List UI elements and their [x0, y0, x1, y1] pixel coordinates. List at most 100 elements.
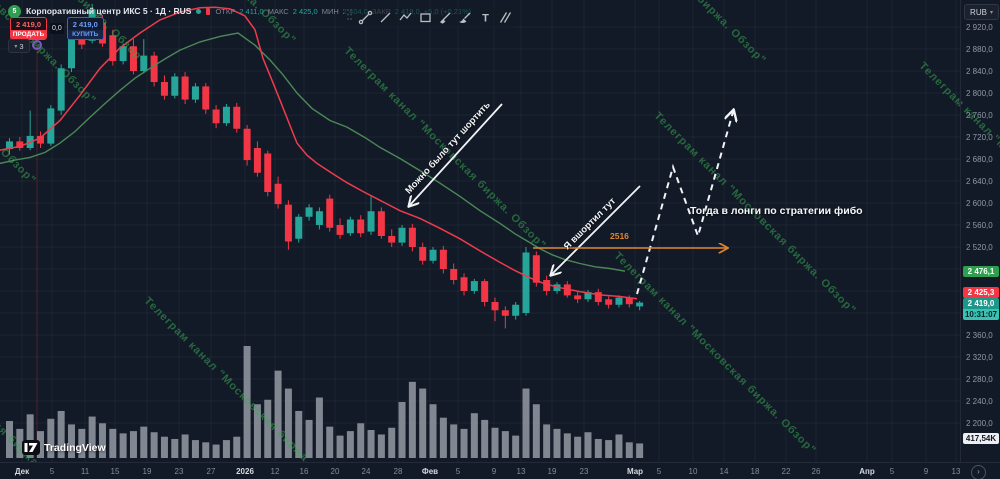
rectangle-tool-icon[interactable] — [417, 9, 433, 25]
candle-body — [336, 225, 344, 235]
price-tick-label: 2 600,0 — [966, 198, 993, 208]
high-label: МАКС — [267, 6, 289, 16]
volume-bar — [284, 388, 292, 458]
time-tick-label: 9 — [923, 467, 929, 476]
ma-green-price-badge: 2 476,1 — [963, 266, 999, 277]
chevron-down-icon: ▾ — [14, 43, 18, 50]
candle-body — [326, 198, 334, 228]
volume-bar — [408, 381, 416, 458]
volume-bar — [346, 431, 354, 458]
candle-body — [615, 297, 623, 305]
indicators-collapse-pill[interactable]: ▾ 3 — [8, 39, 30, 53]
fibo-level-price-label: 2516 — [610, 231, 629, 241]
buy-price: 2 419,0 — [72, 19, 98, 29]
ma-fast-red-line — [0, 6, 638, 300]
time-tick-label: 9 — [491, 467, 497, 476]
price-tick-label: 2 760,0 — [966, 110, 993, 120]
pen-tool-icon[interactable] — [437, 9, 453, 25]
moving-averages-layer — [0, 6, 638, 300]
volume-bar — [532, 404, 540, 458]
parallel-channel-tool-icon[interactable] — [497, 9, 513, 25]
candle-body — [36, 135, 44, 144]
trend-line-tool-icon[interactable] — [357, 9, 373, 25]
volume-value-badge: 417,54K — [963, 433, 999, 444]
polyline-tool-icon[interactable] — [397, 9, 413, 25]
time-tick-label: 5 — [889, 467, 895, 476]
volume-bar — [501, 431, 509, 458]
sell-button[interactable]: 2 419,0 ПРОДАТЬ — [10, 17, 47, 40]
time-tick-label: 20 — [330, 467, 340, 476]
volume-bar — [460, 428, 468, 458]
candle-body — [563, 284, 571, 296]
text-tool-icon[interactable]: T — [477, 9, 493, 25]
time-tick-label: 5 — [455, 467, 461, 476]
volume-bar — [398, 402, 406, 458]
indicator-bullet-icon[interactable] — [32, 40, 42, 50]
time-tick-label: Апр — [859, 467, 875, 476]
open-value: 2 411,0 — [239, 6, 264, 16]
price-axis[interactable]: RUB ▾ 2 920,0 2 880,0 2 840,0 2 800,0 2 760,… — [960, 0, 1000, 462]
candle-body — [222, 106, 230, 124]
candle-body — [605, 299, 613, 305]
candle-body — [388, 236, 396, 243]
time-tick-label: 24 — [361, 467, 371, 476]
candle-body — [181, 76, 189, 100]
candle-body — [150, 55, 158, 82]
candle-body — [532, 255, 540, 283]
high-value: 2 425,0 — [292, 6, 318, 16]
candle-body — [202, 86, 210, 110]
symbol-logo-icon[interactable]: 5 — [8, 4, 21, 18]
volume-bar — [274, 370, 282, 458]
volume-bar — [222, 440, 230, 458]
tradingview-logo[interactable]: TradingView — [22, 440, 106, 455]
volume-bar — [522, 388, 530, 458]
price-tick-label: 2 560,0 — [966, 220, 993, 230]
candle-body — [408, 227, 416, 247]
volume-bar — [553, 428, 561, 458]
candle-body — [67, 36, 75, 69]
line-tool-icon[interactable] — [377, 9, 393, 25]
currency-toggle-button[interactable]: RUB ▾ — [964, 4, 999, 20]
annotation-long-fibo-note[interactable]: Тогда в лонги по стратегии фибо — [690, 205, 863, 217]
volume-bar — [584, 432, 592, 458]
open-label: ОТКР — [215, 6, 236, 16]
volume-bar — [450, 424, 458, 458]
price-tick-label: 2 880,0 — [966, 44, 993, 54]
symbol-title[interactable]: Корпоративный центр ИКС 5 · 1Д · RUS — [26, 6, 192, 16]
volume-bar — [377, 434, 385, 458]
scroll-to-realtime-button[interactable]: › — [971, 465, 986, 479]
volume-bar — [315, 397, 323, 458]
candle-body — [357, 219, 365, 234]
time-tick-label: 16 — [299, 467, 309, 476]
volume-bar — [160, 436, 168, 458]
volume-bar — [36, 431, 44, 458]
volume-bar — [47, 418, 55, 458]
brush-tool-icon[interactable] — [457, 9, 473, 25]
price-tick-label: 2 720,0 — [966, 132, 993, 142]
buy-button[interactable]: 2 419,0 КУПИТЬ — [66, 17, 104, 40]
price-tick-label: 2 280,0 — [966, 374, 993, 384]
volume-bar — [88, 416, 96, 458]
candle-body — [305, 207, 313, 217]
grid-layer — [0, 0, 960, 462]
volume-bar — [512, 435, 520, 458]
tradingview-logo-text: TradingView — [44, 441, 106, 454]
time-tick-label: 23 — [579, 467, 589, 476]
time-tick-label: 12 — [270, 467, 280, 476]
candle-body — [284, 204, 292, 242]
volume-bar — [439, 417, 447, 458]
time-tick-label: 5 — [656, 467, 662, 476]
market-status-dot-icon[interactable] — [196, 8, 202, 14]
volume-bar — [429, 404, 437, 458]
candle-body — [160, 82, 168, 96]
volume-bar — [140, 426, 148, 458]
candle-body — [398, 227, 406, 243]
time-axis[interactable]: Дек 5 11 15 19 23 27 2026 12 16 20 24 28 Фев 5 9 13 19 23 М… — [0, 462, 1000, 479]
candle-body — [315, 211, 323, 225]
time-tick-label: 23 — [174, 467, 184, 476]
candle-body — [16, 141, 24, 148]
time-tick-label: Фев — [421, 467, 439, 476]
toolbar-drag-handle[interactable] — [346, 7, 353, 27]
